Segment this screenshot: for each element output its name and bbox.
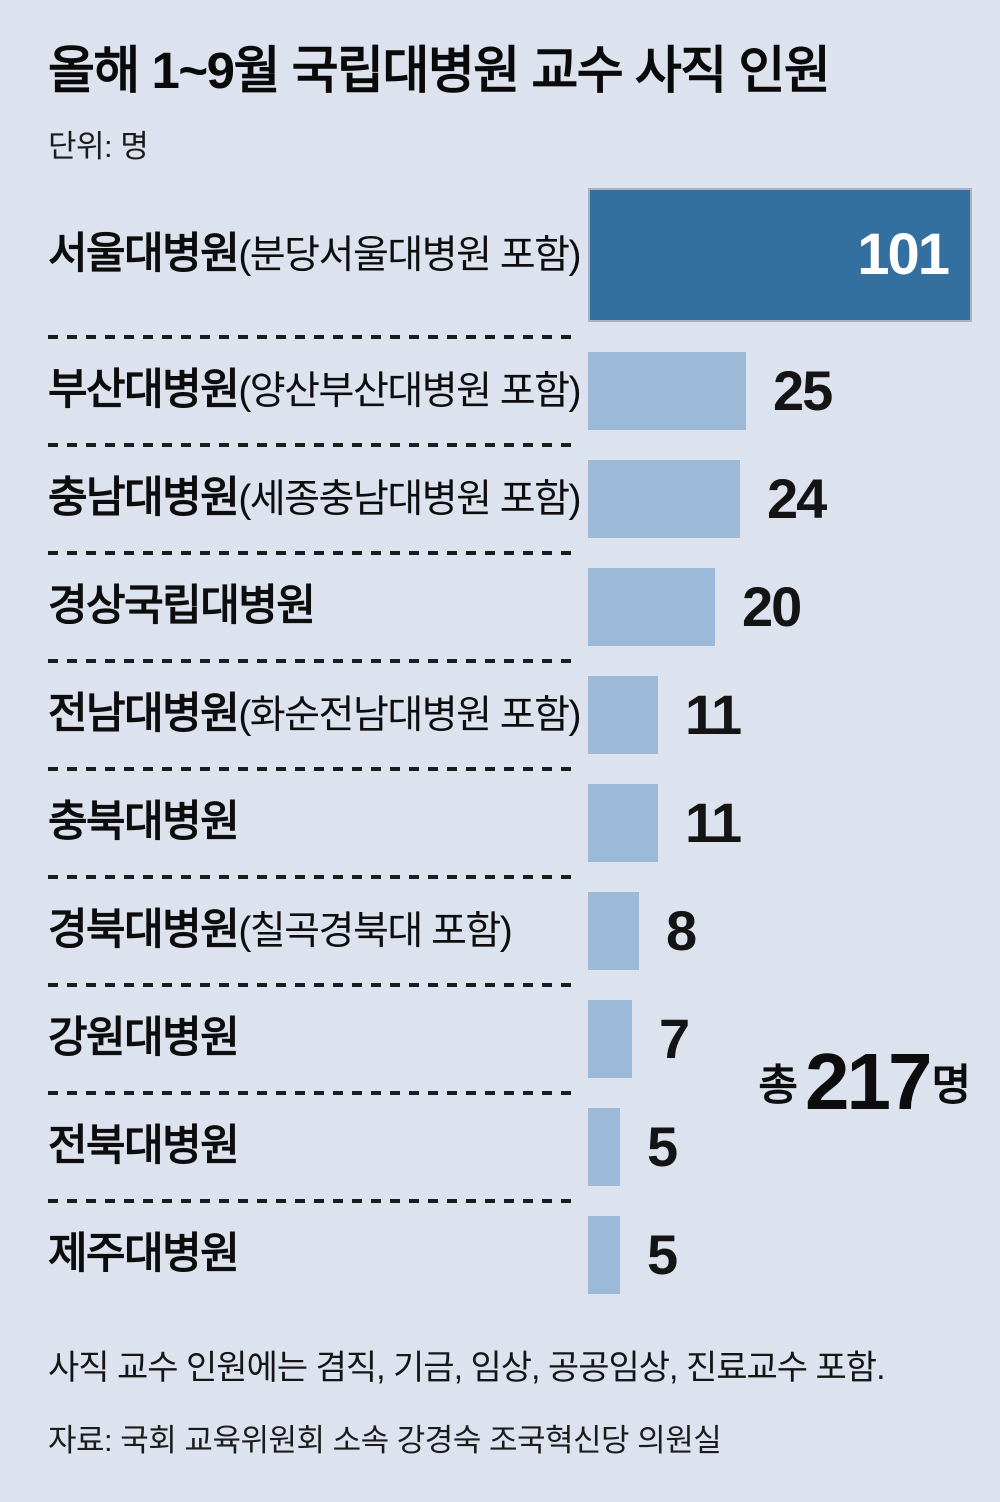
total-suffix: 명 — [931, 1062, 971, 1110]
total-prefix: 총 — [758, 1062, 798, 1110]
bar-row: 전남대병원(화순전남대병원 포함) 11 — [48, 675, 972, 754]
bar-chart: 서울대병원(분당서울대병원 포함) 101 부산대병원(양산부산대병원 포함) 25 충… — [48, 187, 972, 1294]
bar-label: 경상국립대병원 — [48, 582, 588, 631]
hospital-name: 부산대병원 — [48, 366, 240, 415]
bar — [588, 783, 658, 862]
bar — [588, 351, 746, 430]
hospital-name: 전남대병원 — [48, 690, 240, 739]
bar — [588, 459, 740, 538]
bar-value: 5 — [647, 1222, 678, 1286]
bar — [588, 1107, 620, 1186]
bar-label: 경북대병원(칠곡경북대 포함) — [48, 906, 588, 955]
bar-value: 5 — [647, 1114, 678, 1178]
bar-value: 8 — [666, 898, 697, 962]
dashed-separator — [48, 874, 575, 879]
hospital-name: 경북대병원 — [48, 906, 240, 955]
bar — [588, 891, 639, 970]
source-text: 자료: 국회 교육위원회 소속 강경숙 조국혁신당 의원실 — [48, 1422, 722, 1458]
hospital-name-note: (세종충남대병원 포함) — [238, 478, 581, 522]
hospital-name: 제주대병원 — [48, 1230, 240, 1279]
bar — [588, 567, 715, 646]
bar-value: 24 — [767, 466, 827, 530]
bar-value: 11 — [685, 682, 742, 746]
bar-row: 충남대병원(세종충남대병원 포함) 24 — [48, 459, 972, 538]
bar-label: 충북대병원 — [48, 798, 588, 847]
bar-row: 강원대병원 7 — [48, 999, 972, 1078]
bar-label: 부산대병원(양산부산대병원 포함) — [48, 366, 588, 415]
bar-row: 경상국립대병원 20 — [48, 567, 972, 646]
bar-label: 전북대병원 — [48, 1122, 588, 1171]
dashed-separator — [48, 1090, 575, 1095]
bar-label: 서울대병원(분당서울대병원 포함) — [48, 230, 588, 279]
dashed-separator — [48, 982, 575, 987]
hospital-name: 충북대병원 — [48, 798, 240, 847]
bar — [588, 675, 658, 754]
bar-area: 7 — [588, 999, 972, 1078]
footnotes: 사직 교수 인원에는 겸직, 기금, 임상, 공공임상, 진료교수 포함. 자료… — [48, 1340, 972, 1460]
bar-area: 11 — [588, 783, 972, 862]
bar-label: 제주대병원 — [48, 1230, 588, 1279]
bar-area: 24 — [588, 459, 972, 538]
hospital-name-note: (화순전남대병원 포함) — [238, 694, 581, 738]
hospital-name: 전북대병원 — [48, 1122, 240, 1171]
bar-area: 5 — [588, 1215, 972, 1294]
bar — [588, 1215, 620, 1294]
bar-label: 전남대병원(화순전남대병원 포함) — [48, 690, 588, 739]
bar-value: 11 — [685, 790, 742, 854]
hospital-name: 충남대병원 — [48, 474, 240, 523]
bar-area: 5 — [588, 1107, 972, 1186]
dashed-separator — [48, 334, 575, 339]
bar — [588, 999, 632, 1078]
bar-label: 충남대병원(세종충남대병원 포함) — [48, 474, 588, 523]
hospital-name: 서울대병원 — [48, 230, 240, 279]
bar-value: 20 — [742, 574, 802, 638]
dashed-separator — [48, 658, 575, 663]
bar-area: 11 — [588, 675, 972, 754]
hospital-name-note: (칠곡경북대 포함) — [238, 910, 512, 954]
dashed-separator — [48, 550, 575, 555]
bar-row: 제주대병원 5 — [48, 1215, 972, 1294]
hospital-name: 강원대병원 — [48, 1014, 240, 1063]
bar-row: 서울대병원(분당서울대병원 포함) 101 — [48, 187, 972, 322]
bar-value: 25 — [773, 358, 833, 422]
unit-label: 단위: 명 — [48, 128, 149, 164]
bar-label: 강원대병원 — [48, 1014, 588, 1063]
dashed-separator — [48, 1198, 575, 1203]
dashed-separator — [48, 766, 575, 771]
hospital-name: 경상국립대병원 — [48, 582, 316, 631]
hospital-name-note: (분당서울대병원 포함) — [238, 234, 581, 278]
bar-area: 101 — [588, 187, 972, 322]
bar-row: 부산대병원(양산부산대병원 포함) 25 — [48, 351, 972, 430]
bar-area: 8 — [588, 891, 972, 970]
bar: 101 — [588, 187, 972, 322]
bar-row: 경북대병원(칠곡경북대 포함) 8 — [48, 891, 972, 970]
chart-title: 올해 1~9월 국립대병원 교수 사직 인원 — [48, 42, 831, 99]
bar-row: 전북대병원 5 — [48, 1107, 972, 1186]
bar-area: 20 — [588, 567, 972, 646]
bar-area: 25 — [588, 351, 972, 430]
total-annotation: 총 217 명 — [758, 1037, 971, 1126]
bar-row: 충북대병원 11 — [48, 783, 972, 862]
bar-value: 7 — [659, 1006, 690, 1070]
footnote-text: 사직 교수 인원에는 겸직, 기금, 임상, 공공임상, 진료교수 포함. — [48, 1348, 886, 1387]
hospital-name-note: (양산부산대병원 포함) — [238, 370, 581, 414]
total-value: 217 — [804, 1037, 932, 1126]
dashed-separator — [48, 442, 575, 447]
bar-value: 101 — [857, 221, 950, 287]
